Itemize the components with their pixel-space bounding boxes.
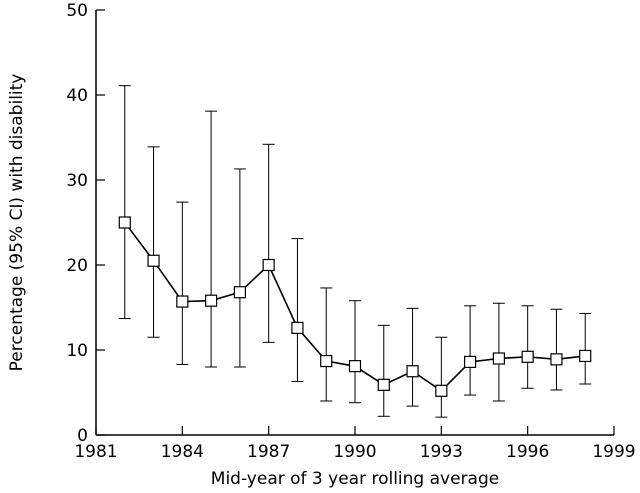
- data-point-marker: [320, 354, 333, 368]
- y-tick-label: 10: [66, 341, 88, 361]
- data-point-marker: [233, 286, 246, 299]
- data-point-marker: [406, 365, 419, 378]
- data-point-marker: [377, 378, 390, 391]
- data-point-marker: [521, 350, 534, 363]
- x-tick-label: 1999: [592, 442, 635, 462]
- x-tick-label: 1993: [420, 442, 463, 462]
- y-tick-label: 40: [66, 86, 88, 106]
- x-tick-label: 1981: [74, 442, 117, 462]
- x-tick-label: 1990: [333, 442, 376, 462]
- axes: 0 10 20 30 40 50 1981 1984 1987 1990 1993 1996 1999: [66, 1, 635, 462]
- data-point-marker: [147, 254, 160, 267]
- x-tick-label: 1987: [247, 442, 290, 462]
- y-tick-label: 20: [66, 256, 88, 276]
- data-point-marker: [464, 355, 477, 368]
- y-tick-label: 50: [66, 1, 88, 21]
- data-point-marker: [205, 294, 218, 307]
- y-axis-title: Percentage (95% CI) with disability: [7, 74, 27, 372]
- x-tick-label: 1996: [506, 442, 549, 462]
- y-tick-label: 30: [66, 171, 88, 191]
- x-axis-title: Mid-year of 3 year rolling average: [211, 469, 499, 489]
- data-markers: [118, 216, 592, 397]
- data-point-marker: [550, 353, 563, 366]
- data-point-marker: [579, 349, 592, 363]
- data-point-marker: [435, 384, 448, 397]
- data-point-marker: [262, 258, 275, 272]
- y-tick-label: 0: [77, 426, 88, 446]
- data-point-marker: [291, 321, 304, 334]
- data-point-marker: [118, 216, 131, 229]
- x-tick-label: 1984: [161, 442, 204, 462]
- data-point-marker: [348, 360, 362, 373]
- data-point-marker: [492, 352, 505, 365]
- error-bars: [118, 85, 592, 418]
- data-point-marker: [176, 295, 189, 308]
